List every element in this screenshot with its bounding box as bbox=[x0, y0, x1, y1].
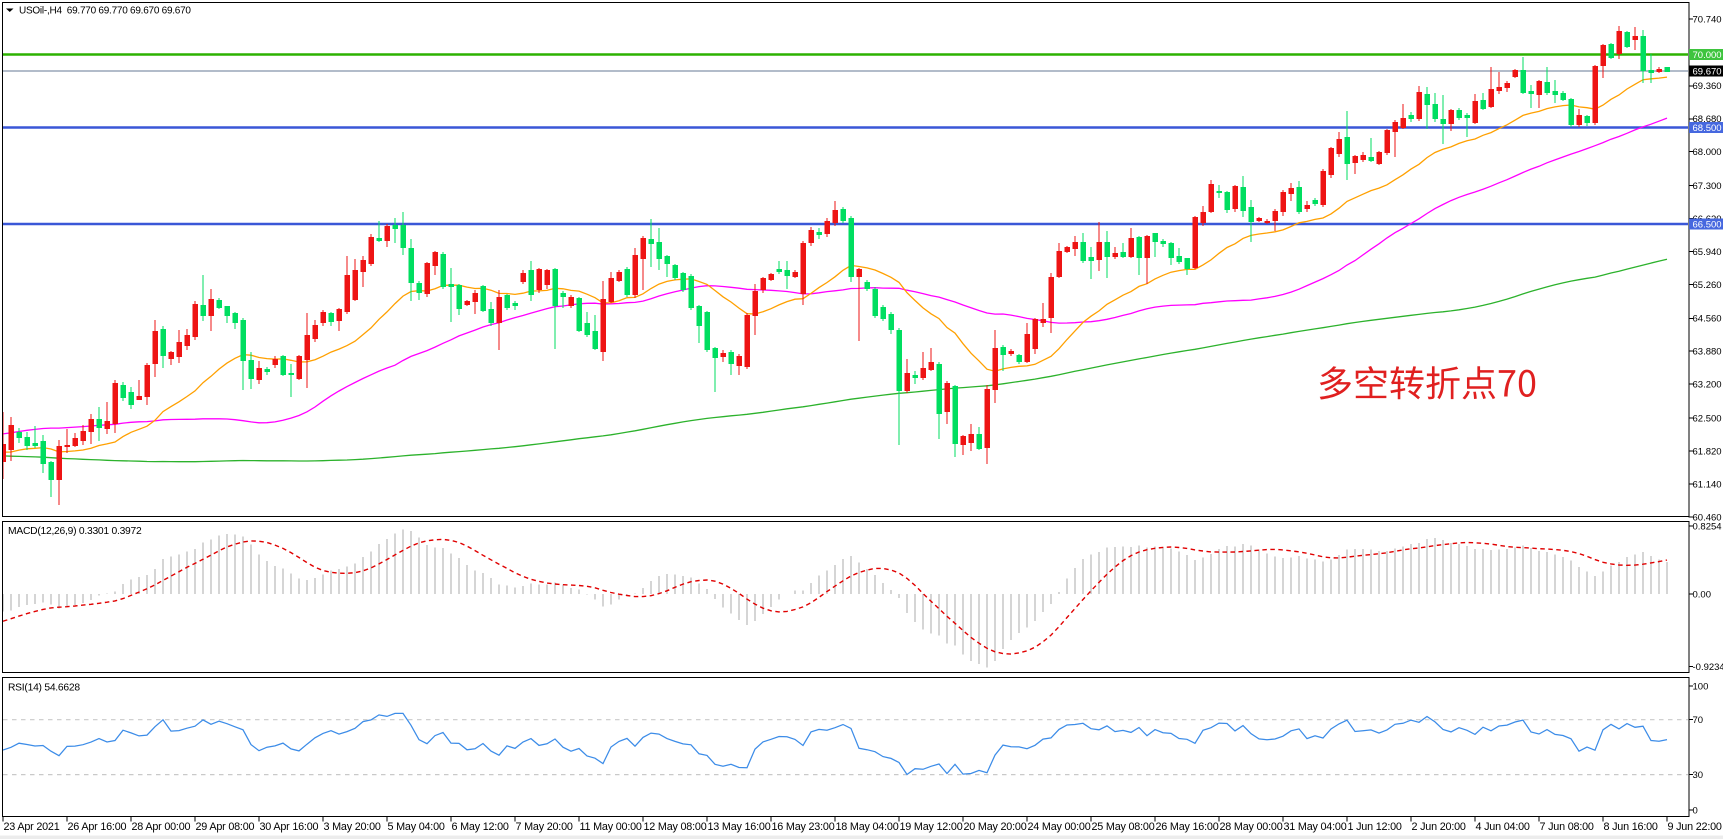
svg-text:66.500: 66.500 bbox=[1693, 219, 1722, 230]
svg-text:67.300: 67.300 bbox=[1693, 181, 1722, 192]
svg-text:30: 30 bbox=[1693, 770, 1704, 781]
svg-text:8 Jun 16:00: 8 Jun 16:00 bbox=[1604, 821, 1658, 833]
svg-text:7 Jun 08:00: 7 Jun 08:00 bbox=[1540, 821, 1594, 833]
svg-text:69.670: 69.670 bbox=[1693, 66, 1722, 77]
svg-text:26 Apr 16:00: 26 Apr 16:00 bbox=[68, 821, 127, 833]
svg-text:100: 100 bbox=[1693, 681, 1709, 692]
svg-text:18 May 04:00: 18 May 04:00 bbox=[836, 821, 899, 833]
svg-text:24 May 00:00: 24 May 00:00 bbox=[1028, 821, 1091, 833]
svg-text:61.820: 61.820 bbox=[1693, 446, 1722, 457]
svg-text:-0.9234: -0.9234 bbox=[1693, 662, 1723, 673]
svg-text:9 Jun 22:00: 9 Jun 22:00 bbox=[1668, 821, 1722, 833]
svg-text:70: 70 bbox=[1693, 715, 1704, 726]
svg-text:65.940: 65.940 bbox=[1693, 247, 1722, 258]
svg-text:70.740: 70.740 bbox=[1693, 14, 1722, 25]
svg-text:62.500: 62.500 bbox=[1693, 414, 1722, 425]
svg-text:28 May 00:00: 28 May 00:00 bbox=[1220, 821, 1283, 833]
svg-text:20 May 20:00: 20 May 20:00 bbox=[964, 821, 1027, 833]
svg-text:28 Apr 00:00: 28 Apr 00:00 bbox=[132, 821, 191, 833]
svg-text:5 May 04:00: 5 May 04:00 bbox=[388, 821, 445, 833]
svg-text:0.8254: 0.8254 bbox=[1693, 521, 1722, 532]
svg-text:13 May 16:00: 13 May 16:00 bbox=[708, 821, 771, 833]
svg-text:69.360: 69.360 bbox=[1693, 81, 1722, 92]
svg-text:26 May 16:00: 26 May 16:00 bbox=[1156, 821, 1219, 833]
svg-text:3 May 20:00: 3 May 20:00 bbox=[324, 821, 381, 833]
svg-text:30 Apr 16:00: 30 Apr 16:00 bbox=[260, 821, 319, 833]
svg-text:USOil-,H4 69.770 69.770 69.67: USOil-,H4 69.770 69.770 69.670 69.670 bbox=[19, 6, 191, 17]
svg-text:6 May 12:00: 6 May 12:00 bbox=[452, 821, 509, 833]
svg-text:16 May 23:00: 16 May 23:00 bbox=[772, 821, 835, 833]
svg-text:60.460: 60.460 bbox=[1693, 512, 1722, 523]
svg-text:RSI(14) 54.6628: RSI(14) 54.6628 bbox=[8, 683, 80, 694]
svg-text:68.000: 68.000 bbox=[1693, 147, 1722, 158]
svg-text:63.880: 63.880 bbox=[1693, 347, 1722, 358]
svg-text:19 May 12:00: 19 May 12:00 bbox=[900, 821, 963, 833]
svg-text:12 May 08:00: 12 May 08:00 bbox=[644, 821, 707, 833]
svg-text:25 May 08:00: 25 May 08:00 bbox=[1092, 821, 1155, 833]
svg-text:0.00: 0.00 bbox=[1693, 589, 1712, 600]
svg-text:2 Jun 20:00: 2 Jun 20:00 bbox=[1412, 821, 1466, 833]
svg-text:29 Apr 08:00: 29 Apr 08:00 bbox=[196, 821, 255, 833]
svg-text:61.140: 61.140 bbox=[1693, 479, 1722, 490]
svg-text:4 Jun 04:00: 4 Jun 04:00 bbox=[1476, 821, 1530, 833]
svg-text:1 Jun 12:00: 1 Jun 12:00 bbox=[1348, 821, 1402, 833]
svg-text:68.500: 68.500 bbox=[1693, 123, 1722, 134]
svg-text:MACD(12,26,9) 0.3301 0.3972: MACD(12,26,9) 0.3301 0.3972 bbox=[8, 526, 142, 537]
svg-text:63.200: 63.200 bbox=[1693, 380, 1722, 391]
svg-text:23 Apr 2021: 23 Apr 2021 bbox=[4, 821, 60, 833]
svg-text:0: 0 bbox=[1693, 805, 1698, 816]
svg-text:31 May 04:00: 31 May 04:00 bbox=[1284, 821, 1347, 833]
svg-text:11 May 00:00: 11 May 00:00 bbox=[580, 821, 642, 833]
svg-text:65.260: 65.260 bbox=[1693, 280, 1722, 291]
svg-text:7 May 20:00: 7 May 20:00 bbox=[516, 821, 573, 833]
svg-text:68.680: 68.680 bbox=[1693, 114, 1722, 125]
svg-text:64.560: 64.560 bbox=[1693, 314, 1722, 325]
svg-text:70.000: 70.000 bbox=[1693, 50, 1722, 61]
